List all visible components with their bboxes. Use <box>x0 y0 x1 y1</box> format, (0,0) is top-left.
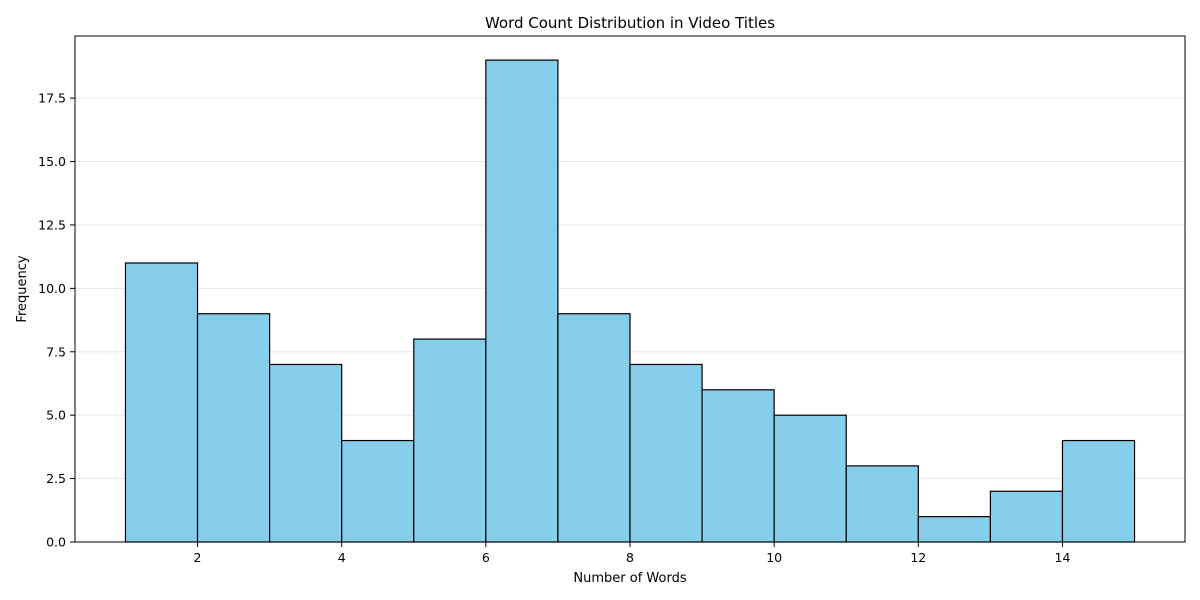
chart-title: Word Count Distribution in Video Titles <box>485 14 775 32</box>
y-tick-label: 7.5 <box>46 344 66 359</box>
histogram-bar <box>196 313 271 543</box>
y-tick-label: 0.0 <box>46 535 66 550</box>
histogram-bar <box>773 414 847 543</box>
x-tick-label: 14 <box>1055 550 1071 565</box>
histogram-bar <box>845 465 919 543</box>
y-tick-label: 15.0 <box>38 154 66 169</box>
histogram-bar <box>341 439 415 543</box>
histogram-bar <box>629 363 703 543</box>
histogram-bar <box>701 389 775 543</box>
ticks-layer: 2 4 6 8 10 12 14 0.0 2.5 5.0 7.5 10.0 12.5 15.0 17.5 <box>38 91 1070 565</box>
histogram-bar <box>269 363 343 543</box>
y-tick-label: 12.5 <box>38 217 66 232</box>
y-tick-label: 10.0 <box>38 281 66 296</box>
x-tick-label: 10 <box>766 550 782 565</box>
x-tick-label: 2 <box>194 550 202 565</box>
x-tick-label: 12 <box>910 550 926 565</box>
histogram-bar <box>989 490 1064 543</box>
histogram-bar <box>1061 439 1136 543</box>
y-tick-label: 2.5 <box>46 471 66 486</box>
x-axis-label: Number of Words <box>573 571 686 586</box>
histogram-bar <box>557 313 631 543</box>
bars-layer <box>124 59 1136 543</box>
histogram-bar <box>124 262 199 543</box>
histogram-bar <box>413 338 487 543</box>
histogram-bar <box>917 516 991 543</box>
x-tick-label: 6 <box>482 550 490 565</box>
x-tick-label: 8 <box>626 550 634 565</box>
histogram-bar <box>485 59 559 543</box>
y-tick-label: 17.5 <box>38 91 66 106</box>
y-axis-label: Frequency <box>15 255 30 322</box>
x-tick-label: 4 <box>338 550 346 565</box>
y-tick-label: 5.0 <box>46 408 66 423</box>
